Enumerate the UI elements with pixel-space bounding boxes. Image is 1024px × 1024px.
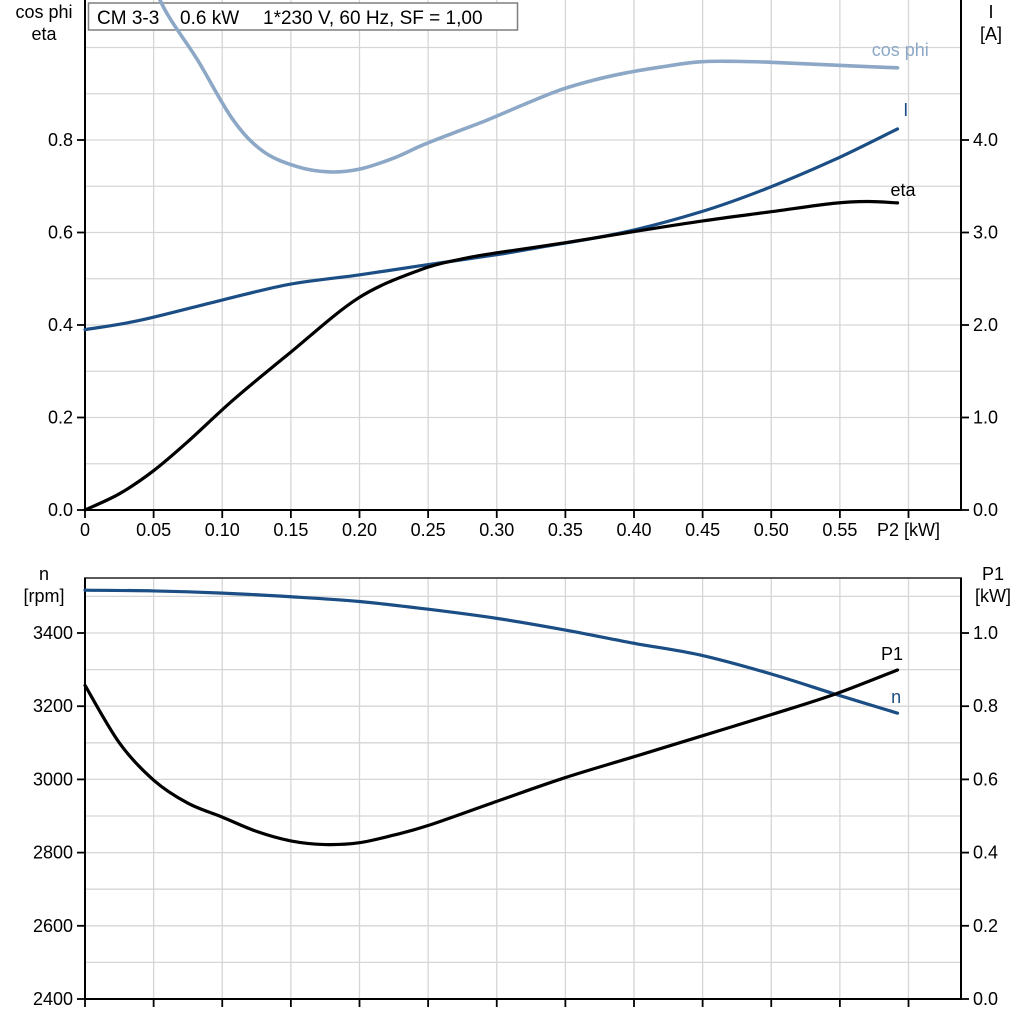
svg-text:0.05: 0.05 [136,520,171,540]
axis-header-eta: eta [31,24,57,44]
bottom-right-axis-header: P1 [kW] [960,563,1024,607]
series-label-eta: eta [890,180,916,200]
axis-header-speed: n [38,564,49,584]
svg-text:2.0: 2.0 [973,315,998,335]
top-right-axis-header: I [A] [958,1,1024,45]
svg-text:P2 [kW]: P2 [kW] [877,520,940,540]
svg-text:3400: 3400 [33,623,73,643]
svg-text:0.0: 0.0 [973,500,998,520]
axis-header-speed-unit: [rpm] [23,586,65,606]
axis-header-cosphi: cos phi [15,2,73,22]
svg-text:0.40: 0.40 [616,520,651,540]
svg-text:0: 0 [80,520,90,540]
tick-marks-and-labels: 2400 2600 2800 3000 3200 3400 0.0 0.2 0.4 0.6 0.8 1… [33,623,998,1009]
svg-text:0.8: 0.8 [973,696,998,716]
gridlines [85,0,961,510]
svg-text:0.10: 0.10 [205,520,240,540]
svg-text:0.8: 0.8 [48,130,73,150]
svg-text:3200: 3200 [33,696,73,716]
series-cos-phi [158,0,900,174]
series-n [83,588,900,715]
svg-text:4.0: 4.0 [973,130,998,150]
series-label-I: I [903,100,908,120]
svg-text:0.25: 0.25 [411,520,446,540]
svg-text:3000: 3000 [33,769,73,789]
svg-text:3.0: 3.0 [973,222,998,242]
bottom-left-axis-header: n [rpm] [6,563,82,607]
tick-marks-and-labels: 0 0.05 0.10 0.15 0.20 0.25 0.30 0.35 0.40 0.45 0.5… [48,130,998,540]
chart-title-part: 0.6 kW [180,8,239,29]
series-eta [83,199,900,512]
axes-frame [84,577,962,1000]
svg-text:0.0: 0.0 [48,500,73,520]
svg-text:0.20: 0.20 [342,520,377,540]
svg-text:0.6: 0.6 [48,222,73,242]
svg-text:2600: 2600 [33,916,73,936]
svg-text:0.45: 0.45 [685,520,720,540]
chart-title-part: CM 3-3 [97,8,159,29]
axis-header-current: I [988,2,994,22]
svg-text:2800: 2800 [33,843,73,863]
svg-text:0.0: 0.0 [973,989,998,1009]
chart-title-box: CM 3-3 0.6 kW 1*230 V, 60 Hz, SF = 1,00 [87,2,519,31]
svg-text:0.30: 0.30 [479,520,514,540]
svg-text:1.0: 1.0 [973,407,998,427]
svg-text:0.55: 0.55 [822,520,857,540]
axes-frame [84,0,962,511]
svg-text:1.0: 1.0 [973,623,998,643]
svg-text:0.4: 0.4 [973,843,998,863]
series-I [83,127,900,332]
axis-header-p1: P1 [981,564,1005,584]
top-left-axis-header: cos phi eta [6,1,82,45]
series-label-cos-phi: cos phi [872,40,929,60]
chart-motor-electrical-curves: 0 0.05 0.10 0.15 0.20 0.25 0.30 0.35 0.40 0.45 0.5… [48,0,998,540]
chart-motor-speed-power-curves: 2400 2600 2800 3000 3200 3400 0.0 0.2 0.4 0.6 0.8 1… [33,577,998,1009]
series-label-P1: P1 [881,644,903,664]
svg-text:0.2: 0.2 [973,916,998,936]
series-P1 [83,668,900,847]
axis-header-p1-unit: [kW] [975,586,1011,606]
svg-text:2400: 2400 [33,989,73,1009]
svg-text:0.50: 0.50 [754,520,789,540]
axis-header-current-unit: [A] [979,24,1002,44]
svg-text:0.35: 0.35 [548,520,583,540]
svg-text:0.2: 0.2 [48,407,73,427]
series-label-n: n [891,687,901,707]
chart-title-part: 1*230 V, 60 Hz, SF = 1,00 [263,8,483,29]
gridlines [85,578,961,999]
svg-text:0.4: 0.4 [48,315,73,335]
svg-text:0.15: 0.15 [273,520,308,540]
svg-text:0.6: 0.6 [973,769,998,789]
